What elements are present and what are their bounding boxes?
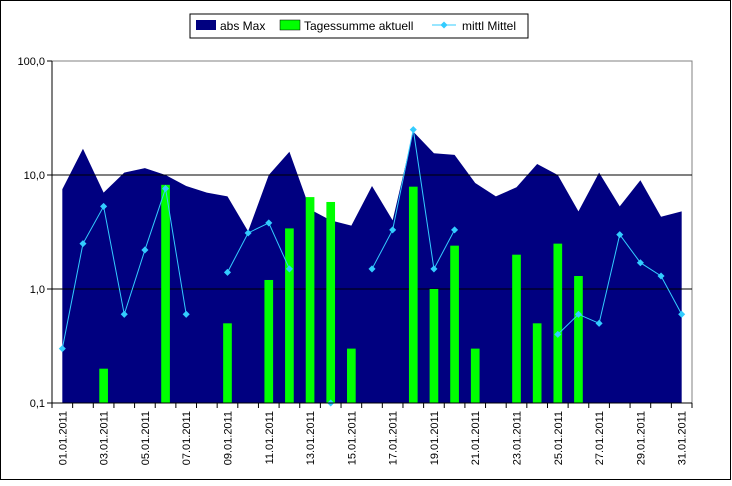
- gridlines: [52, 174, 692, 290]
- point-mittl-mittel-17.01.2011: [389, 226, 397, 234]
- x-tick-label: 09.01.2011: [222, 411, 234, 465]
- bar-tagessumme-18.01.2011: [408, 186, 418, 403]
- bar-tagessumme-25.01.2011: [553, 243, 563, 403]
- bar-tagessumme-06.01.2011: [161, 184, 170, 403]
- line-mittl-mittel-segment: [227, 222, 290, 273]
- point-mittl-mittel-18.01.2011: [409, 126, 417, 134]
- legend-label-abs-max: abs Max: [220, 19, 265, 33]
- point-mittl-mittel-06.01.2011: [162, 185, 170, 193]
- bar-tagessumme-24.01.2011: [532, 323, 542, 403]
- point-mittl-mittel-11.01.2011: [265, 219, 273, 227]
- bar-tagessumme-13.01.2011: [305, 197, 315, 403]
- x-tick-label: 31.01.2011: [677, 411, 689, 465]
- bar-tagessumme-20.01.2011: [450, 245, 459, 403]
- bar-tagessumme-11.01.2011: [264, 279, 274, 403]
- point-mittl-mittel-30.01.2011: [657, 272, 665, 280]
- x-tick-label: 13.01.2011: [305, 411, 317, 465]
- point-mittl-mittel-28.01.2011: [616, 231, 624, 239]
- point-mittl-mittel-05.01.2011: [141, 246, 149, 254]
- x-tick-label: 15.01.2011: [346, 411, 358, 465]
- legend-swatch-abs-max: [196, 20, 216, 30]
- legend-label-mittl-mittel: mittl Mittel: [462, 19, 516, 33]
- line-layer: [58, 126, 686, 407]
- bar-tagessumme-23.01.2011: [512, 254, 521, 403]
- legend: abs Max Tagessumme aktuell mittl Mittel: [189, 13, 529, 39]
- point-mittl-mittel-31.01.2011: [678, 310, 686, 318]
- point-mittl-mittel-12.01.2011: [285, 265, 293, 273]
- x-tick-label: 07.01.2011: [181, 411, 193, 465]
- y-tick-label: 100,0: [17, 56, 45, 68]
- bar-tagessumme-21.01.2011: [470, 348, 480, 403]
- bar-tagessumme-12.01.2011: [285, 228, 294, 403]
- point-mittl-mittel-04.01.2011: [120, 310, 128, 318]
- x-tick-labels: 01.01.2011 03.01.2011 05.01.2011 07.01.2011…: [57, 411, 688, 465]
- x-tick-label: 21.01.2011: [470, 411, 482, 465]
- point-mittl-mittel-19.01.2011: [430, 265, 438, 273]
- bar-tagessumme-26.01.2011: [574, 276, 583, 403]
- y-tick-label: 1,0: [30, 284, 45, 296]
- axes: [47, 60, 693, 408]
- x-tick-label: 01.01.2011: [57, 411, 69, 465]
- bar-tagessumme-09.01.2011: [223, 323, 232, 403]
- x-tick-label: 19.01.2011: [429, 411, 441, 465]
- x-tick-label: 11.01.2011: [264, 411, 276, 464]
- legend-swatch-mittl-mittel-marker: [440, 21, 448, 29]
- y-tick-label: 10,0: [24, 170, 45, 182]
- point-mittl-mittel-03.01.2011: [100, 202, 108, 210]
- y-tick-label: 0,1: [30, 398, 45, 410]
- x-tick-label: 25.01.2011: [553, 411, 565, 465]
- point-mittl-mittel-07.01.2011: [182, 310, 190, 318]
- x-tick-label: 05.01.2011: [140, 411, 152, 465]
- legend-swatch-tagessumme: [279, 19, 301, 31]
- point-mittl-mittel-29.01.2011: [636, 259, 644, 267]
- y-tick-labels: 0,1 1,0 10,0 100,0: [17, 56, 45, 410]
- point-mittl-mittel-26.01.2011: [574, 310, 582, 318]
- point-mittl-mittel-20.01.2011: [451, 226, 459, 234]
- point-mittl-mittel-27.01.2011: [595, 319, 603, 327]
- x-tick-label: 23.01.2011: [512, 411, 524, 465]
- bar-tagessumme-19.01.2011: [429, 289, 439, 403]
- x-tick-label: 03.01.2011: [99, 411, 111, 465]
- bar-tagessumme-15.01.2011: [347, 348, 356, 403]
- point-mittl-mittel-16.01.2011: [368, 265, 376, 273]
- bar-layer: [99, 184, 583, 403]
- x-tick-label: 27.01.2011: [594, 411, 606, 465]
- point-mittl-mittel-01.01.2011: [58, 345, 66, 353]
- x-tick-label: 29.01.2011: [635, 411, 647, 465]
- bar-tagessumme-14.01.2011: [326, 201, 336, 403]
- bar-tagessumme-03.01.2011: [99, 368, 108, 403]
- point-mittl-mittel-25.01.2011: [554, 330, 562, 338]
- legend-label-tagessumme: Tagessumme aktuell: [304, 19, 413, 33]
- point-mittl-mittel-10.01.2011: [244, 229, 252, 237]
- point-mittl-mittel-02.01.2011: [79, 240, 87, 248]
- point-mittl-mittel-09.01.2011: [223, 268, 232, 276]
- legend-box: [189, 13, 529, 39]
- x-tick-label: 17.01.2011: [388, 411, 400, 465]
